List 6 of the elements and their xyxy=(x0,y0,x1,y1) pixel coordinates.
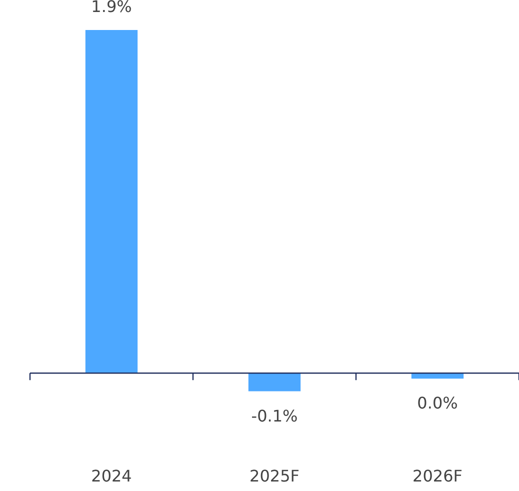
x-tick-label: 2025F xyxy=(250,466,300,486)
x-tick-label: 2026F xyxy=(412,466,462,486)
data-label: -0.1% xyxy=(251,406,298,426)
x-tick-label: 2024 xyxy=(91,466,132,486)
data-label: 0.0% xyxy=(417,394,458,413)
data-label: 1.9% xyxy=(91,0,132,16)
